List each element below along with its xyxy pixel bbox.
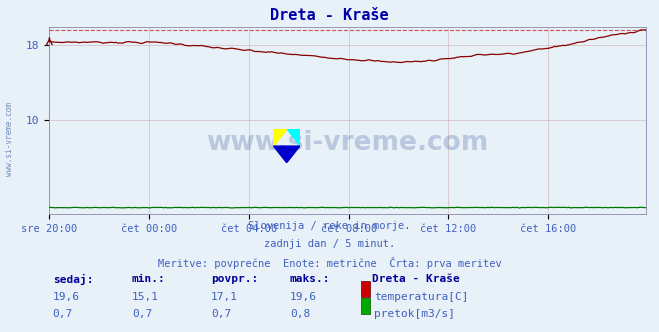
Text: 0,7: 0,7 <box>132 309 152 319</box>
Text: sedaj:: sedaj: <box>53 274 93 285</box>
Text: 19,6: 19,6 <box>290 292 317 302</box>
Text: Dreta - Kraše: Dreta - Kraše <box>270 8 389 23</box>
Text: www.si-vreme.com: www.si-vreme.com <box>206 130 489 156</box>
Text: 0,7: 0,7 <box>53 309 73 319</box>
Text: pretok[m3/s]: pretok[m3/s] <box>374 309 455 319</box>
Text: zadnji dan / 5 minut.: zadnji dan / 5 minut. <box>264 239 395 249</box>
Text: 19,6: 19,6 <box>53 292 80 302</box>
Text: min.:: min.: <box>132 274 165 284</box>
Polygon shape <box>287 129 300 146</box>
Polygon shape <box>273 129 287 146</box>
Text: 0,8: 0,8 <box>290 309 310 319</box>
Text: 17,1: 17,1 <box>211 292 238 302</box>
Text: www.si-vreme.com: www.si-vreme.com <box>5 103 14 176</box>
Polygon shape <box>273 146 300 163</box>
Text: 0,7: 0,7 <box>211 309 231 319</box>
Text: Slovenija / reke in morje.: Slovenija / reke in morje. <box>248 221 411 231</box>
Text: maks.:: maks.: <box>290 274 330 284</box>
Text: Dreta - Kraše: Dreta - Kraše <box>372 274 460 284</box>
Text: povpr.:: povpr.: <box>211 274 258 284</box>
Text: 15,1: 15,1 <box>132 292 159 302</box>
Text: Meritve: povprečne  Enote: metrične  Črta: prva meritev: Meritve: povprečne Enote: metrične Črta:… <box>158 257 501 269</box>
Text: temperatura[C]: temperatura[C] <box>374 292 469 302</box>
